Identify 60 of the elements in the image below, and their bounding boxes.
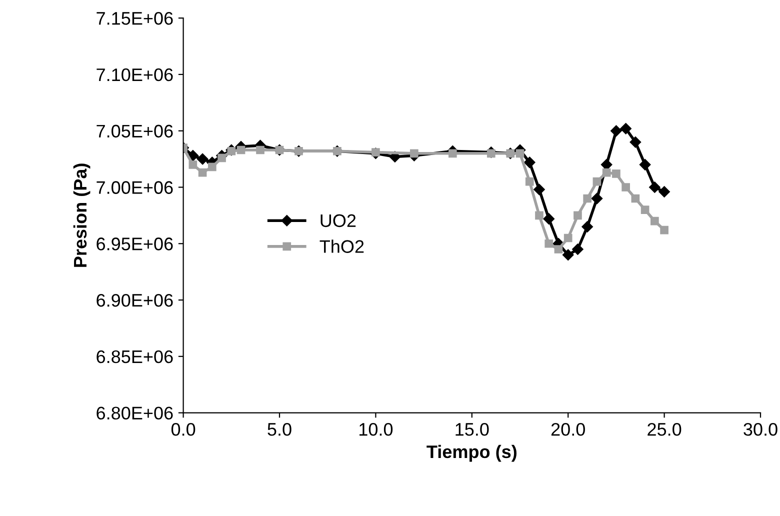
x-tick-label: 25.0 bbox=[648, 423, 682, 436]
point bbox=[640, 206, 650, 214]
x-tick-label: 20.0 bbox=[551, 423, 585, 436]
point bbox=[188, 160, 198, 169]
point bbox=[658, 186, 670, 198]
point bbox=[622, 183, 630, 192]
point bbox=[610, 125, 622, 136]
point bbox=[630, 136, 642, 148]
point bbox=[543, 213, 554, 224]
point bbox=[524, 156, 536, 168]
y-tick-label: 6.95E+06 bbox=[96, 238, 173, 250]
point bbox=[602, 168, 611, 177]
point bbox=[620, 122, 632, 134]
point bbox=[516, 149, 524, 158]
point bbox=[631, 194, 640, 203]
point bbox=[650, 216, 659, 226]
point bbox=[582, 221, 593, 232]
point bbox=[198, 168, 207, 177]
point bbox=[544, 239, 554, 248]
point bbox=[649, 182, 660, 193]
point bbox=[448, 149, 457, 158]
x-axis-title: Tiempo (s) bbox=[426, 444, 516, 462]
x-tick-label: 10.0 bbox=[360, 423, 393, 436]
point bbox=[236, 146, 246, 154]
point bbox=[372, 148, 380, 156]
point bbox=[562, 249, 574, 261]
x-tick-label: 30.0 bbox=[744, 423, 778, 436]
point bbox=[583, 194, 592, 203]
point bbox=[564, 234, 572, 242]
point bbox=[227, 146, 236, 156]
point bbox=[525, 177, 534, 186]
point bbox=[208, 162, 216, 172]
point bbox=[218, 154, 226, 162]
point bbox=[389, 151, 401, 162]
point bbox=[572, 244, 584, 255]
point bbox=[592, 177, 602, 186]
y-tick-label: 6.85E+06 bbox=[96, 350, 173, 364]
point bbox=[535, 211, 544, 220]
point bbox=[196, 153, 208, 165]
legend-label: UO2 bbox=[320, 214, 356, 228]
point bbox=[612, 170, 620, 178]
point bbox=[554, 245, 563, 254]
point bbox=[410, 149, 418, 158]
legend-label: ThO2 bbox=[320, 240, 364, 253]
x-tick-label: 0.0 bbox=[171, 423, 196, 436]
x-tick-label: 15.0 bbox=[456, 423, 489, 436]
y-tick-label: 7.00E+06 bbox=[96, 181, 173, 194]
x-tick-label: 5.0 bbox=[268, 423, 292, 436]
y-tick-label: 6.80E+06 bbox=[96, 406, 173, 420]
point bbox=[660, 226, 668, 234]
point bbox=[256, 146, 264, 154]
point bbox=[591, 192, 603, 204]
point bbox=[534, 184, 545, 196]
y-tick-label: 7.10E+06 bbox=[96, 68, 173, 82]
y-tick-label: 7.15E+06 bbox=[96, 12, 173, 25]
point bbox=[574, 211, 582, 220]
y-axis-title: Presion (Pa) bbox=[73, 164, 90, 267]
y-tick-label: 6.90E+06 bbox=[96, 294, 173, 307]
y-tick-label: 7.05E+06 bbox=[96, 124, 173, 138]
point bbox=[639, 159, 651, 170]
